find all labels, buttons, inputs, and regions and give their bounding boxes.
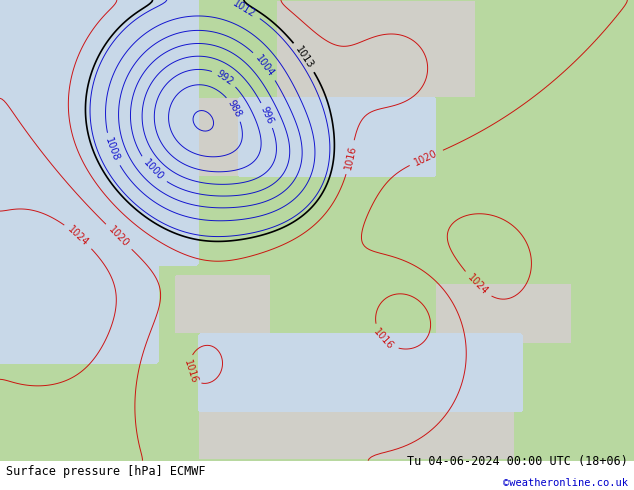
Text: ©weatheronline.co.uk: ©weatheronline.co.uk bbox=[503, 478, 628, 488]
Text: 1016: 1016 bbox=[372, 327, 396, 352]
Text: Surface pressure [hPa] ECMWF: Surface pressure [hPa] ECMWF bbox=[6, 465, 206, 478]
Text: 1020: 1020 bbox=[107, 224, 131, 249]
Text: 1024: 1024 bbox=[465, 272, 489, 297]
Text: 1020: 1020 bbox=[413, 148, 439, 168]
Text: 1024: 1024 bbox=[66, 224, 91, 248]
Text: 1008: 1008 bbox=[103, 136, 121, 163]
Text: 988: 988 bbox=[226, 98, 243, 120]
Text: 1013: 1013 bbox=[294, 45, 315, 70]
Text: Tu 04-06-2024 00:00 UTC (18+06): Tu 04-06-2024 00:00 UTC (18+06) bbox=[407, 455, 628, 468]
Text: 992: 992 bbox=[214, 69, 235, 87]
Text: 1000: 1000 bbox=[141, 158, 165, 183]
Text: 1004: 1004 bbox=[254, 53, 276, 79]
Text: 996: 996 bbox=[259, 105, 275, 126]
Text: 1016: 1016 bbox=[343, 144, 358, 171]
Text: 1012: 1012 bbox=[231, 0, 257, 20]
Text: 1016: 1016 bbox=[182, 359, 198, 385]
